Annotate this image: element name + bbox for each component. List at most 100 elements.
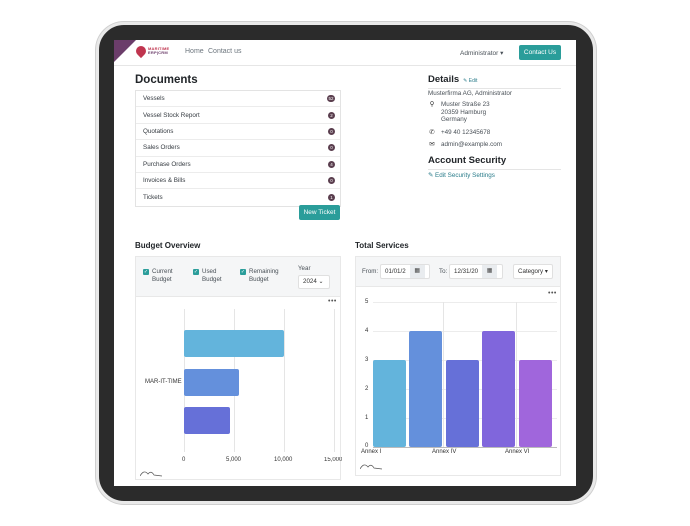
y-tick: 3: [365, 357, 369, 363]
bar-used-budget[interactable]: [184, 369, 239, 396]
x-tick: 5,000: [226, 457, 242, 463]
logo-text-bottom: ERP|CRM: [148, 50, 168, 55]
chart-type-icon[interactable]: [360, 462, 382, 470]
count-badge: 1: [328, 194, 335, 202]
doc-label: Purchase Orders: [143, 160, 191, 168]
year-value: 2024: [303, 278, 317, 285]
corner-ribbon: [114, 40, 136, 72]
details-panel: Details ✎ Edit Musterfirma AG, Administr…: [428, 74, 561, 179]
from-date-value: 01/01/2: [385, 268, 406, 275]
current-budget-checkbox[interactable]: ✓ Current Budget: [143, 268, 173, 284]
budget-filters: ✓ Current Budget ✓ Used Budget ✓ Remaining Bud…: [136, 257, 340, 297]
edit-details-link[interactable]: ✎ Edit: [463, 78, 478, 84]
nav-contact-link[interactable]: Contact us: [208, 48, 242, 55]
bar-annex-ii[interactable]: [409, 331, 442, 447]
chart-menu-button[interactable]: •••: [328, 298, 337, 305]
x-tick: 15,000: [324, 457, 342, 463]
bar-current-budget[interactable]: [184, 330, 284, 357]
to-label: To:: [439, 268, 448, 275]
nav-home-link[interactable]: Home: [185, 48, 204, 55]
x-tick: 10,000: [274, 457, 293, 463]
checkbox-label: Budget: [202, 276, 222, 283]
logo[interactable]: MARITIME ERP|CRM: [133, 43, 170, 59]
to-date-input[interactable]: 12/31/20 ▦: [449, 264, 503, 279]
chevron-down-icon: ⌄: [318, 278, 324, 285]
count-badge: 52: [326, 95, 335, 103]
doc-item-tickets[interactable]: Tickets 1: [136, 189, 340, 205]
doc-item-purchase-orders[interactable]: Purchase Orders 4: [136, 157, 340, 173]
contact-us-button[interactable]: Contact Us: [519, 45, 561, 60]
doc-label: Quotations: [143, 127, 174, 135]
check-icon: ✓: [143, 269, 149, 275]
user-menu-dropdown[interactable]: Administrator ▾: [460, 50, 504, 57]
from-date-input[interactable]: 01/01/2 ▦: [380, 264, 430, 279]
calendar-icon[interactable]: ▦: [482, 265, 498, 278]
x-tick: Annex VI: [505, 449, 530, 455]
doc-label: Tickets: [143, 194, 163, 202]
bar-annex-iv[interactable]: [446, 360, 479, 447]
x-tick: Annex I: [361, 449, 382, 455]
calendar-icon[interactable]: ▦: [409, 265, 425, 278]
count-badge: 0: [328, 127, 335, 135]
budget-overview-title: Budget Overview: [135, 241, 201, 250]
count-badge: 0: [328, 144, 335, 152]
address-line1: Muster Straße 23: [441, 101, 490, 108]
checkbox-label: Remaining: [249, 268, 279, 275]
doc-label: Sales Orders: [143, 144, 180, 152]
new-ticket-button[interactable]: New Ticket: [299, 205, 340, 220]
remaining-budget-checkbox[interactable]: ✓ Remaining Budget: [240, 268, 279, 284]
budget-panel: ✓ Current Budget ✓ Used Budget ✓ Remaining Bud…: [135, 256, 342, 480]
doc-item-vessel-stock-report[interactable]: Vessel Stock Report 2: [136, 107, 340, 124]
y-tick: 4: [365, 328, 369, 334]
used-budget-checkbox[interactable]: ✓ Used Budget: [193, 268, 222, 284]
details-title: Details: [428, 74, 460, 85]
count-badge: 4: [328, 160, 335, 168]
doc-item-sales-orders[interactable]: Sales Orders 0: [136, 140, 340, 157]
y-tick: 5: [365, 299, 369, 305]
chart-menu-button[interactable]: •••: [548, 290, 557, 297]
documents-title: Documents: [135, 74, 198, 86]
map-marker-icon: ⚲: [429, 101, 435, 108]
phone-icon: ✆: [429, 128, 435, 136]
count-badge: 0: [328, 177, 335, 185]
logo-heart-icon: [133, 43, 149, 59]
documents-list: Vessels 52 Vessel Stock Report 2 Quotation…: [135, 90, 341, 207]
checkbox-label: Used: [202, 268, 217, 275]
bar-annex-vi[interactable]: [519, 360, 552, 447]
x-tick: 0: [182, 457, 186, 463]
doc-label: Invoices & Bills: [143, 177, 186, 185]
doc-label: Vessels: [143, 95, 165, 103]
top-navbar: MARITIME ERP|CRM Home Contact us Administ…: [114, 40, 576, 66]
doc-item-quotations[interactable]: Quotations 0: [136, 124, 340, 141]
checkbox-label: Budget: [249, 276, 269, 283]
checkbox-label: Budget: [152, 276, 172, 283]
bar-annex-v[interactable]: [482, 331, 515, 447]
bar-remaining-budget[interactable]: [184, 407, 230, 434]
chart-type-icon[interactable]: [140, 469, 162, 477]
category-dropdown[interactable]: Category ▾: [513, 264, 553, 279]
app-screen: MARITIME ERP|CRM Home Contact us Administ…: [114, 40, 576, 486]
address-line2: 20359 Hamburg: [441, 108, 487, 116]
y-tick: 0: [365, 443, 369, 449]
account-security-title: Account Security: [428, 154, 507, 166]
x-tick: Annex IV: [432, 449, 457, 455]
year-select[interactable]: 2024 ⌄: [298, 275, 330, 289]
doc-item-vessels[interactable]: Vessels 52: [136, 91, 340, 108]
services-panel: From: 01/01/2 ▦ To: 12/31/20 ▦ Category ▾ …: [355, 256, 561, 476]
bar-annex-i[interactable]: [373, 360, 406, 447]
company-name: Musterfirma AG, Administrator: [428, 90, 512, 97]
check-icon: ✓: [193, 269, 199, 275]
logo-text-top: MARITIME: [148, 46, 170, 51]
envelope-icon: ✉: [429, 141, 435, 148]
services-filters: From: 01/01/2 ▦ To: 12/31/20 ▦ Category ▾: [356, 257, 560, 287]
edit-security-settings-link[interactable]: ✎ Edit Security Settings: [428, 171, 495, 179]
doc-item-invoices-bills[interactable]: Invoices & Bills 0: [136, 173, 340, 190]
from-label: From:: [362, 268, 379, 275]
address-line3: Germany: [441, 116, 467, 123]
check-icon: ✓: [240, 269, 246, 275]
y-tick: 1: [365, 415, 369, 421]
y-category-label: MAR-IT-TIME: [145, 379, 182, 385]
year-label: Year: [298, 265, 311, 272]
y-tick: 2: [365, 386, 369, 392]
count-badge: 2: [328, 111, 335, 119]
